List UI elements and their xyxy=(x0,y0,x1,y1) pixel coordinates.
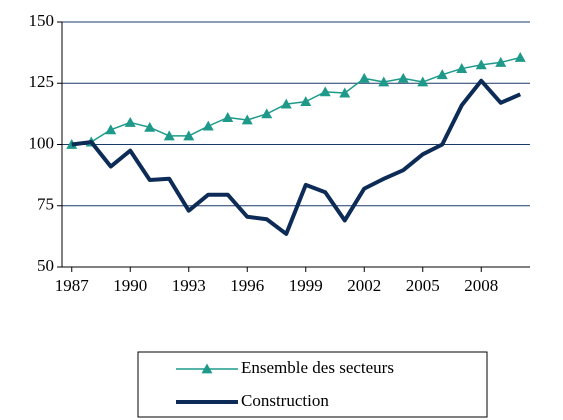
y-tick-label: 50 xyxy=(37,256,54,275)
x-tick-label: 2002 xyxy=(347,276,381,295)
legend-label: Ensemble des secteurs xyxy=(241,358,394,377)
marker xyxy=(124,116,136,127)
marker xyxy=(378,76,390,87)
marker xyxy=(319,86,331,97)
legend: Ensemble des secteurs Construction xyxy=(137,351,488,418)
y-tick-label: 125 xyxy=(29,72,55,91)
x-tick-label: 1993 xyxy=(172,276,206,295)
marker xyxy=(144,121,156,132)
x-tick-label: 2008 xyxy=(464,276,498,295)
marker xyxy=(241,114,253,125)
marker xyxy=(397,72,409,83)
x-tick-label: 1987 xyxy=(55,276,90,295)
marker xyxy=(514,52,526,62)
marker xyxy=(358,72,370,83)
x-tick-label: 1990 xyxy=(113,276,147,295)
marker xyxy=(417,76,429,87)
y-tick-label: 75 xyxy=(37,195,54,214)
x-tick-label: 1996 xyxy=(230,276,264,295)
marker xyxy=(222,112,234,122)
y-tick-label: 150 xyxy=(29,11,55,30)
marker xyxy=(300,96,312,107)
x-tick-label: 2005 xyxy=(406,276,440,295)
marker xyxy=(202,120,214,131)
legend-marker xyxy=(201,363,213,374)
marker xyxy=(183,130,195,141)
marker xyxy=(495,56,507,67)
legend-box xyxy=(137,351,488,418)
marker xyxy=(163,130,175,141)
series-line xyxy=(71,56,521,146)
marker xyxy=(436,69,448,80)
y-tick-label: 100 xyxy=(29,133,55,152)
marker xyxy=(105,124,117,135)
x-tick-label: 1999 xyxy=(289,276,323,295)
marker xyxy=(475,59,487,70)
legend-label: Construction xyxy=(241,391,329,410)
marker xyxy=(456,63,468,73)
marker xyxy=(261,108,273,119)
marker xyxy=(280,98,292,109)
series-line xyxy=(71,78,522,236)
marker xyxy=(339,87,351,98)
